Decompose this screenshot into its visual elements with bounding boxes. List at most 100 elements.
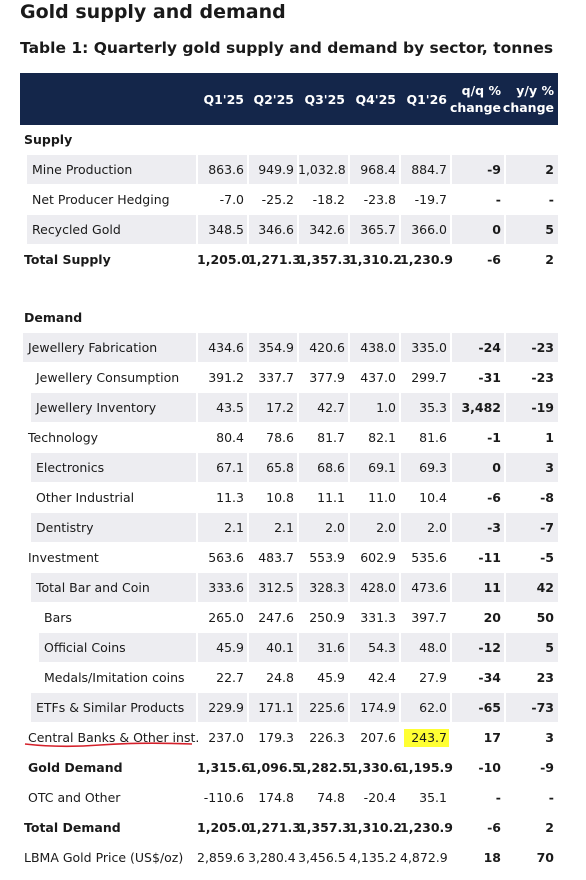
table-cell: -6	[487, 252, 501, 267]
cell-divider	[297, 513, 299, 542]
table-cell: -8	[540, 490, 554, 505]
table-cell: 82.1	[368, 430, 396, 445]
cell-divider	[399, 333, 401, 362]
table-cell: 27.9	[419, 670, 447, 685]
table-cell: 473.6	[411, 580, 447, 595]
table-cell: 237.0	[208, 730, 244, 745]
row-shade	[31, 513, 558, 542]
table-cell: 2,859.6	[197, 850, 245, 865]
table-cell: 35.3	[419, 400, 447, 415]
table-cell: -	[548, 192, 554, 207]
table-cell: 2.0	[427, 520, 447, 535]
cell-divider	[196, 215, 198, 244]
cell-divider	[297, 215, 299, 244]
table-cell: -31	[478, 370, 501, 385]
table-cell: -18.2	[312, 192, 345, 207]
table-cell: 1,315.6	[197, 760, 250, 775]
table-cell: 1,310.2	[349, 820, 402, 835]
table-cell: -65	[478, 700, 501, 715]
table-cell: 331.3	[360, 610, 396, 625]
table-cell: 553.9	[309, 550, 345, 565]
column-header: Q1'26	[406, 91, 447, 107]
table-cell: -1	[487, 430, 501, 445]
table-cell: -24	[478, 340, 501, 355]
row-label: Jewellery Fabrication	[28, 340, 158, 355]
table-cell: 2.0	[325, 520, 345, 535]
table-cell: 2.0	[376, 520, 396, 535]
table-cell: 299.7	[411, 370, 447, 385]
table-cell: -34	[478, 670, 501, 685]
cell-divider	[297, 573, 299, 602]
cell-divider	[399, 573, 401, 602]
cell-divider	[247, 633, 249, 662]
table-cell: 3	[545, 730, 554, 745]
table-cell: 1,205.0	[197, 820, 250, 835]
table-cell: -23	[531, 370, 554, 385]
cell-divider	[247, 453, 249, 482]
cell-divider	[348, 215, 350, 244]
cell-divider	[399, 633, 401, 662]
table-cell: 3,482	[461, 400, 501, 415]
table-cell: 78.6	[266, 430, 294, 445]
row-label: ETFs & Similar Products	[36, 700, 185, 715]
table-cell: 4,135.2	[349, 850, 397, 865]
table-cell: 333.6	[208, 580, 244, 595]
table-cell: 67.1	[216, 460, 244, 475]
cell-divider	[348, 155, 350, 184]
table-cell: 54.3	[368, 640, 396, 655]
table-cell: 397.7	[411, 610, 447, 625]
table-cell: 70	[536, 850, 554, 865]
cell-divider	[247, 155, 249, 184]
cell-divider	[399, 513, 401, 542]
row-label: Recycled Gold	[32, 222, 121, 237]
cell-divider	[196, 393, 198, 422]
table-cell: 45.9	[216, 640, 244, 655]
row-shade	[31, 393, 558, 422]
table-cell: 420.6	[309, 340, 345, 355]
cell-divider	[348, 573, 350, 602]
table-cell: 265.0	[208, 610, 244, 625]
table-cell: 328.3	[309, 580, 345, 595]
table-cell: 437.0	[360, 370, 396, 385]
cell-divider	[450, 453, 452, 482]
table-cell: -9	[540, 760, 554, 775]
table-cell: -3	[487, 520, 501, 535]
row-label: Investment	[28, 550, 99, 565]
row-label: Jewellery Consumption	[36, 370, 180, 385]
cell-divider	[297, 633, 299, 662]
table-cell: 229.9	[208, 700, 244, 715]
table-cell: 968.4	[360, 162, 396, 177]
table-cell: 179.3	[258, 730, 294, 745]
cell-divider	[297, 333, 299, 362]
table-cell: 5	[545, 222, 554, 237]
table-cell: 18	[483, 850, 501, 865]
table-cell: 10.8	[266, 490, 294, 505]
table-cell: -9	[487, 162, 501, 177]
cell-divider	[196, 513, 198, 542]
cell-divider	[348, 333, 350, 362]
table-cell: -12	[478, 640, 501, 655]
row-label: OTC and Other	[28, 790, 121, 805]
table-cell: 74.8	[317, 790, 345, 805]
table-cell: 3,456.5	[298, 850, 346, 865]
table-cell: 428.0	[360, 580, 396, 595]
cell-divider	[247, 215, 249, 244]
table-cell: 0	[492, 222, 501, 237]
table-cell: 1,310.2	[349, 252, 402, 267]
row-label: Total Bar and Coin	[36, 580, 150, 595]
table-cell: 1,032.8	[298, 162, 346, 177]
row-label: Official Coins	[44, 640, 126, 655]
highlight	[404, 729, 449, 747]
table-cell: 48.0	[419, 640, 447, 655]
cell-divider	[348, 453, 350, 482]
cell-divider	[504, 215, 506, 244]
cell-divider	[399, 215, 401, 244]
page-title: Gold supply and demand	[20, 1, 286, 23]
row-shade	[31, 693, 558, 722]
row-label: Mine Production	[32, 162, 133, 177]
table-cell: -20.4	[363, 790, 396, 805]
table-cell: 3,280.4	[248, 850, 296, 865]
table-cell: 1,195.9	[400, 760, 453, 775]
table-cell: 0	[492, 460, 501, 475]
column-header: y/y % change	[502, 83, 554, 115]
